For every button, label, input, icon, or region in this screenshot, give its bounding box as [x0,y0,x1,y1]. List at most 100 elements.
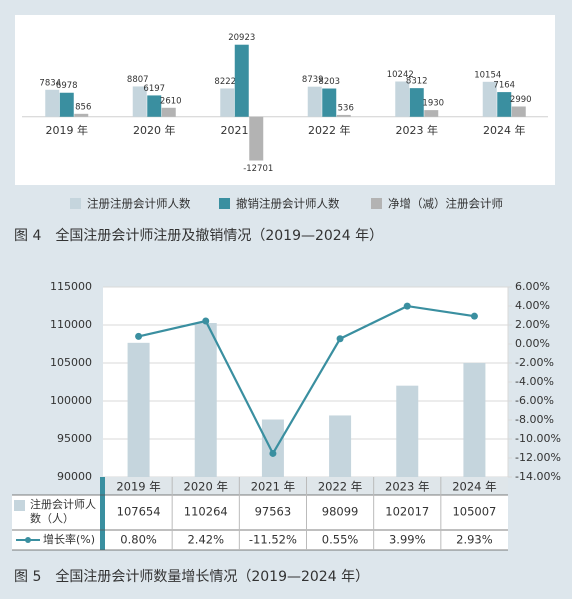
legend-dot [25,537,31,543]
x-tick-label: 2021 年 [251,480,295,494]
x-tick-label: 2023 年 [385,480,429,494]
table-value: 102017 [385,505,429,519]
bar [127,342,150,477]
bar [261,419,284,477]
y2-tick-label: 4.00% [515,299,550,312]
y-tick-label: 110000 [50,318,92,331]
y2-tick-label: 2.00% [515,318,550,331]
bar [307,86,322,117]
x-tick-label: 2022 年 [308,123,351,137]
data-label: 20923 [228,33,255,43]
caption: 图 5 全国注册会计师数量增长情况（2019—2024 年） [14,568,369,585]
data-label: 6197 [143,84,165,94]
table-value: 98099 [322,505,359,519]
bar [395,81,410,117]
y2-tick-label: -14.00% [515,470,561,483]
y2-tick-label: -8.00% [515,413,554,426]
y2-tick-label: 6.00% [515,280,550,293]
data-label: 8312 [406,77,428,87]
bar [59,92,74,117]
line-point [202,317,210,325]
bar [424,110,439,117]
bar [147,95,162,117]
legend-swatch [14,500,25,511]
data-label: 10242 [387,70,414,80]
line-point [135,332,143,340]
bar [497,92,512,117]
legend-label: 净增（减）注册会计师 [388,197,503,211]
x-tick-label: 2020 年 [184,480,228,494]
bar [463,362,486,477]
line-point [470,312,478,320]
y-tick-label: 95000 [57,432,92,445]
data-label: 10154 [474,70,501,80]
table-value: 105007 [452,505,496,519]
line-point [403,302,411,310]
bar [322,88,337,117]
bar [409,88,424,117]
bar [329,415,352,477]
series-name-cell: 注册会计师人数（人） [30,498,96,525]
bar [132,86,147,117]
data-label: 8807 [127,75,149,85]
y-tick-label: 115000 [50,280,92,293]
table-value: 2.42% [187,533,224,547]
table-value: 0.80% [120,533,157,547]
data-label: 2610 [160,96,182,106]
legend-swatch [371,198,382,209]
bar [194,322,217,477]
chart2-panel [103,287,508,477]
x-tick-label: 2020 年 [133,123,176,137]
data-label: 856 [75,102,91,112]
chart1-panel [15,15,555,185]
y2-tick-label: -12.00% [515,451,561,464]
table-strip [100,477,105,550]
table-value: 97563 [255,505,292,519]
bar [336,114,351,117]
table-value: 2.93% [456,533,493,547]
bar [220,88,235,117]
legend-label: 注册注册会计师人数 [87,197,191,211]
series-name: 注册会计师人数（人） [30,498,96,525]
y-tick-label: 105000 [50,356,92,369]
table-value: 0.55% [322,533,359,547]
y2-tick-label: -4.00% [515,375,554,388]
table-value: -11.52% [249,533,297,547]
line-point [269,449,277,457]
data-label: 8222 [214,77,236,87]
data-label: 2990 [510,95,532,105]
line [138,304,475,456]
x-tick-label: 2019 年 [116,480,160,494]
data-label: 536 [338,103,354,113]
x-tick-label: 2024 年 [483,123,526,137]
y2-tick-label: -2.00% [515,356,554,369]
data-label: 8739 [302,75,324,85]
data-label: 6978 [56,81,78,91]
x-tick-label: 2022 年 [318,480,362,494]
table-value: 107654 [117,505,161,519]
data-label: 1930 [422,99,444,109]
caption: 图 4 全国注册会计师注册及撤销情况（2019—2024 年） [14,227,383,244]
data-label: 7164 [493,81,515,91]
bar [234,44,249,117]
x-tick-label: 2019 年 [46,123,89,137]
bar [74,113,89,117]
y-tick-label: 90000 [57,470,92,483]
legend-label: 增长率(%) [43,532,95,546]
x-tick-label: 2024 年 [452,480,496,494]
data-label: 8203 [318,77,340,87]
table-value: 110264 [184,505,228,519]
line-point [336,335,344,343]
y2-tick-label: 0.00% [515,337,550,350]
legend-swatch [219,198,230,209]
table-body [12,495,508,550]
legend-swatch [70,198,81,209]
bar [249,116,264,161]
x-tick-label: 2023 年 [396,123,439,137]
bar [161,107,176,117]
bar [482,81,497,117]
data-label: -12701 [243,164,273,174]
bar [45,89,60,117]
